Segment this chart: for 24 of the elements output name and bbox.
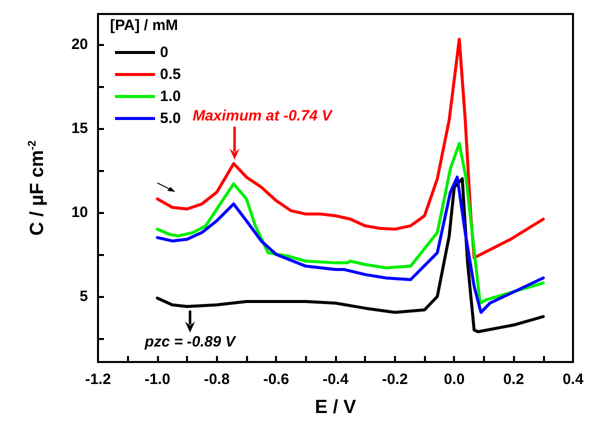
x-tick-label: -1.2: [85, 371, 111, 388]
line-series: [156, 38, 545, 260]
x-tick-label: 0.0: [444, 371, 465, 388]
annotation: Maximum at -0.74 V: [192, 108, 334, 125]
legend-label: 0: [160, 44, 168, 61]
y-tick-label: 10: [71, 204, 88, 221]
y-axis-title: C / μF cm-2: [26, 140, 48, 236]
annotation: pzc = -0.89 V: [144, 334, 238, 351]
line-series: [156, 142, 545, 305]
x-tick-label: -0.2: [382, 371, 408, 388]
legend-label: 5.0: [160, 110, 181, 127]
x-tick-label: -0.8: [204, 371, 230, 388]
x-tick-label: 0.2: [503, 371, 524, 388]
y-tick-label: 15: [71, 120, 88, 137]
legend-label: 1.0: [160, 88, 181, 105]
x-axis-title: E / V: [314, 397, 356, 418]
x-tick-label: 0.4: [562, 371, 584, 388]
x-tick-label: -1.0: [144, 371, 170, 388]
y-tick-label: 20: [71, 36, 88, 53]
x-tick-label: -0.4: [322, 371, 350, 388]
legend-title: [PA] / mM: [110, 17, 178, 34]
x-tick-label: -0.6: [263, 371, 290, 388]
legend-label: 0.5: [160, 66, 181, 83]
y-tick-label: 5: [80, 288, 88, 305]
